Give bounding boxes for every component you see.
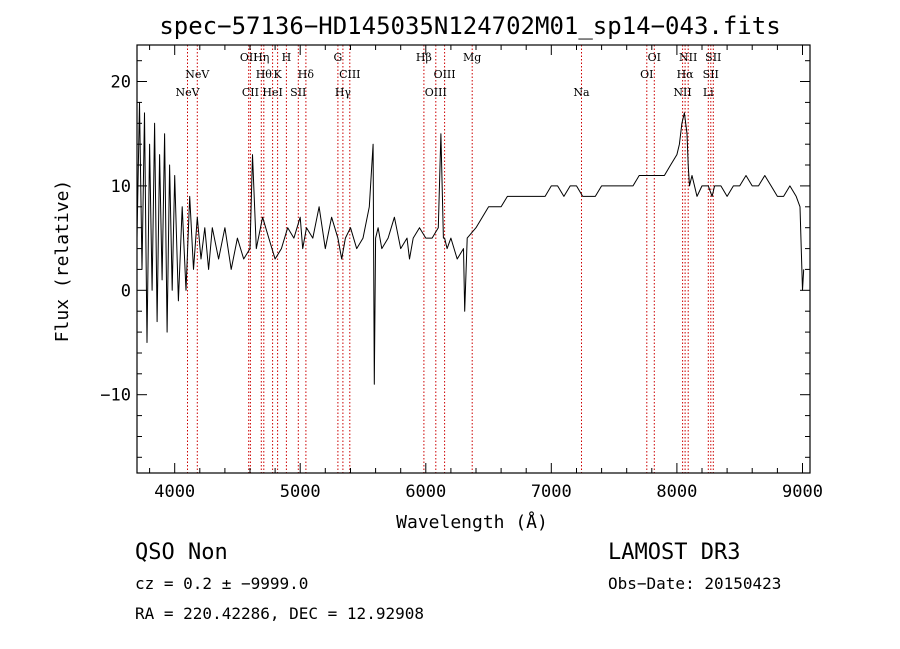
line-label: OII: [240, 51, 258, 64]
x-tick-label: 5000: [280, 482, 321, 502]
line-label: G: [334, 51, 343, 64]
line-label: CIII: [339, 68, 360, 81]
line-label: OIII: [434, 68, 456, 81]
redshift-text: cz = 0.2 ± −9999.0: [135, 574, 309, 593]
line-label: Hα: [677, 68, 695, 81]
coordinates-text: RA = 220.42286, DEC = 12.92908: [135, 604, 424, 623]
line-labels: NeVNeVOIICIIHηHθHeIKHSIIHδGHγCIIIHβOIIIO…: [175, 51, 721, 99]
line-label: Hη: [253, 51, 269, 64]
x-axis-label: Wavelength (Å): [396, 511, 548, 533]
line-label: Hγ: [335, 86, 352, 99]
line-label: Na: [573, 86, 590, 99]
emission-line-markers: [187, 45, 714, 473]
line-label: K: [273, 68, 282, 81]
line-label: Li: [703, 86, 714, 99]
spectrum-trace-group: [136, 101, 805, 385]
x-tick-label: 6000: [405, 482, 446, 502]
line-label: SII: [290, 86, 306, 99]
axis-ticks: 4000 5000 6000 7000 8000 9000 −10 0 10 20: [100, 45, 823, 502]
line-label: NII: [673, 86, 691, 99]
y-tick-label: 10: [111, 177, 131, 197]
line-label: H: [282, 51, 292, 64]
line-label: HeI: [262, 86, 282, 99]
y-axis-label: Flux (relative): [52, 180, 73, 343]
x-tick-label: 9000: [782, 482, 823, 502]
line-label: NII: [679, 51, 697, 64]
spectrum-line: [136, 101, 805, 385]
survey-name: LAMOST DR3: [608, 540, 741, 565]
line-label: Hβ: [416, 51, 432, 64]
plot-frame: [136, 44, 811, 474]
x-tick-label: 4000: [154, 482, 195, 502]
y-tick-label: 0: [121, 281, 131, 301]
line-label: NeV: [185, 68, 210, 81]
y-tick-label: 20: [111, 73, 131, 93]
line-label: Hθ: [256, 68, 273, 81]
y-tick-label: −10: [100, 386, 131, 406]
line-label: OI: [648, 51, 661, 64]
x-tick-label: 7000: [531, 482, 572, 502]
line-label: Mg: [463, 51, 481, 64]
line-label: OI: [640, 68, 653, 81]
object-class: QSO Non: [135, 540, 228, 565]
line-label: Hδ: [298, 68, 315, 81]
chart-title: spec−57136−HD145035N124702M01_sp14−043.f…: [159, 12, 780, 40]
line-label: OIII: [425, 86, 447, 99]
line-label: CII: [242, 86, 259, 99]
line-label: SII: [703, 68, 719, 81]
x-tick-label: 8000: [656, 482, 697, 502]
line-label: NeV: [175, 86, 200, 99]
line-label: SII: [705, 51, 721, 64]
observation-date: Obs−Date: 20150423: [608, 574, 782, 593]
